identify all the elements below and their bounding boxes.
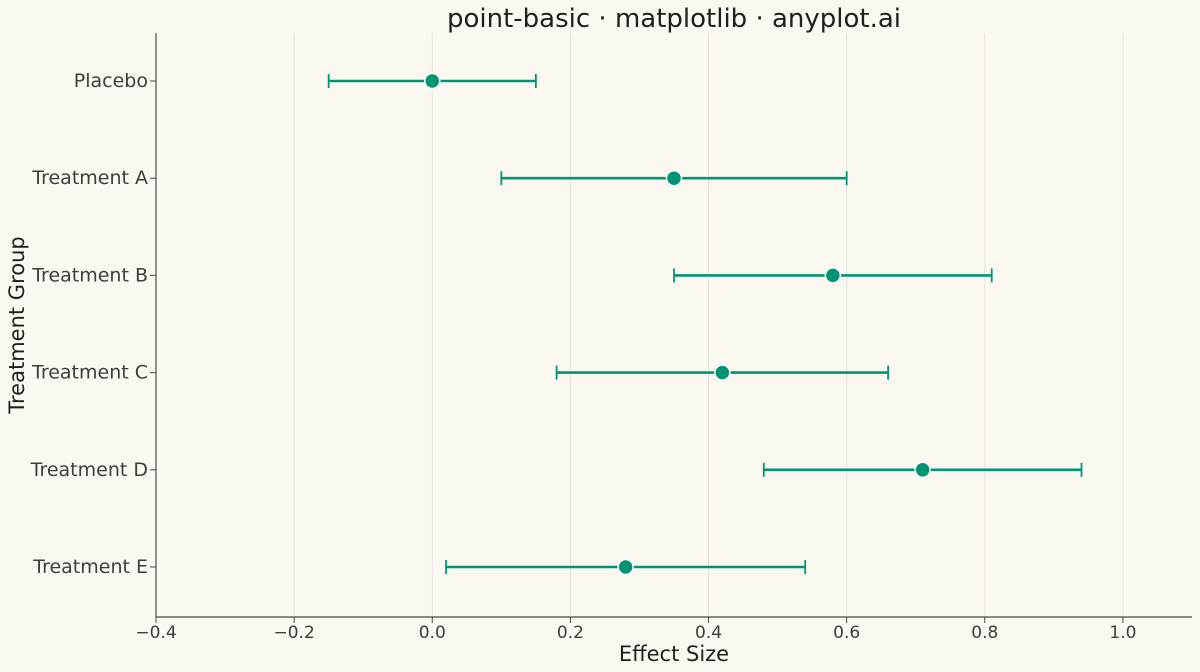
x-tick-label: 0.6 [833,623,860,643]
x-tick-label: 0.2 [557,623,584,643]
data-point [824,267,842,284]
x-tick-label: 0.4 [695,623,722,643]
x-tick-label: 0.8 [971,623,998,643]
y-axis-label: Treatment Group [5,236,29,414]
data-point [424,72,441,90]
data-point [714,364,731,381]
y-axis-ticks: Placebo Treatment A Treatment B Treatment C… [30,70,156,578]
x-tick-label: −0.2 [273,623,314,643]
y-tick-label: Treatment A [31,167,148,189]
y-tick-label: Treatment C [31,362,148,384]
chart-title: point-basic · matplotlib · anyplot.ai [447,4,901,34]
x-axis-label: Effect Size [619,642,729,666]
grid-lines [155,33,1124,617]
y-tick-label: Placebo [74,70,148,92]
data-point [914,461,931,479]
x-tick-label: 0.0 [419,623,446,643]
y-tick-label: Treatment D [30,459,148,481]
data-point [665,169,683,187]
x-tick-label: 1.0 [1109,623,1136,643]
data-points [424,72,931,576]
x-tick-label: −0.4 [135,623,176,643]
data-point [617,558,634,576]
axes [155,33,1192,618]
y-tick-label: Treatment E [32,556,148,578]
x-axis-ticks: −0.4 −0.2 0.0 0.2 0.4 0.6 0.8 1.0 [135,617,1136,643]
y-tick-label: Treatment B [31,264,148,286]
